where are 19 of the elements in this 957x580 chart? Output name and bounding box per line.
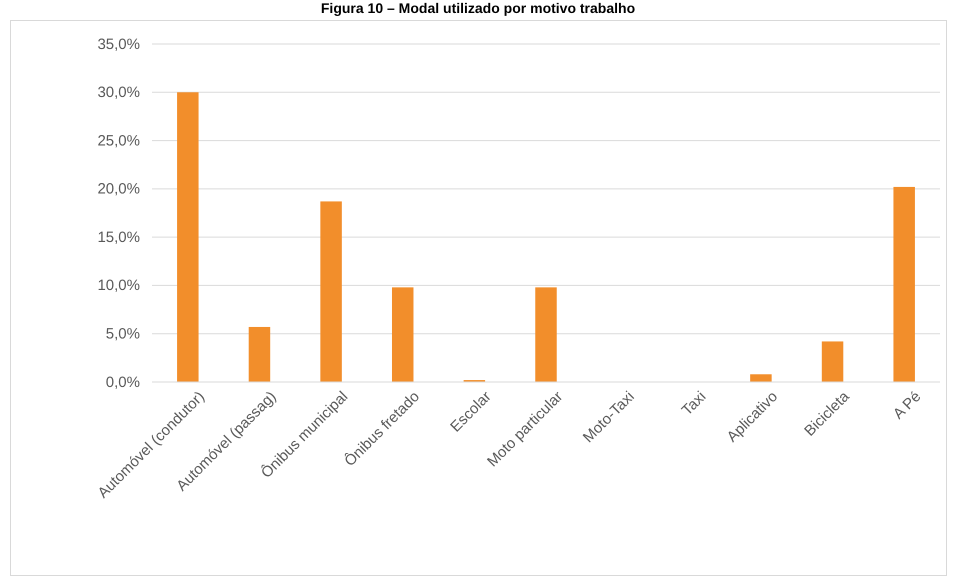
y-tick-label: 30,0% — [97, 84, 140, 102]
y-tick-label: 20,0% — [97, 180, 140, 198]
y-tick-label: 35,0% — [97, 36, 140, 53]
bar — [320, 201, 342, 382]
y-tick-label: 15,0% — [97, 228, 140, 246]
bar — [893, 186, 915, 382]
bar — [248, 326, 270, 382]
x-tick-label: A Pé — [890, 388, 924, 423]
y-tick-label: 10,0% — [97, 277, 140, 294]
y-tick-label: 5,0% — [106, 326, 140, 343]
y-tick-label: 25,0% — [97, 132, 140, 150]
x-tick-label: Taxi — [678, 388, 710, 420]
bar — [535, 287, 557, 382]
bar — [177, 92, 199, 382]
bar — [750, 374, 772, 382]
bar — [822, 341, 844, 382]
bar — [392, 287, 414, 382]
chart-title: Figura 10 – Modal utilizado por motivo trabalho — [320, 0, 636, 16]
y-tick-label: 0,0% — [106, 374, 140, 391]
